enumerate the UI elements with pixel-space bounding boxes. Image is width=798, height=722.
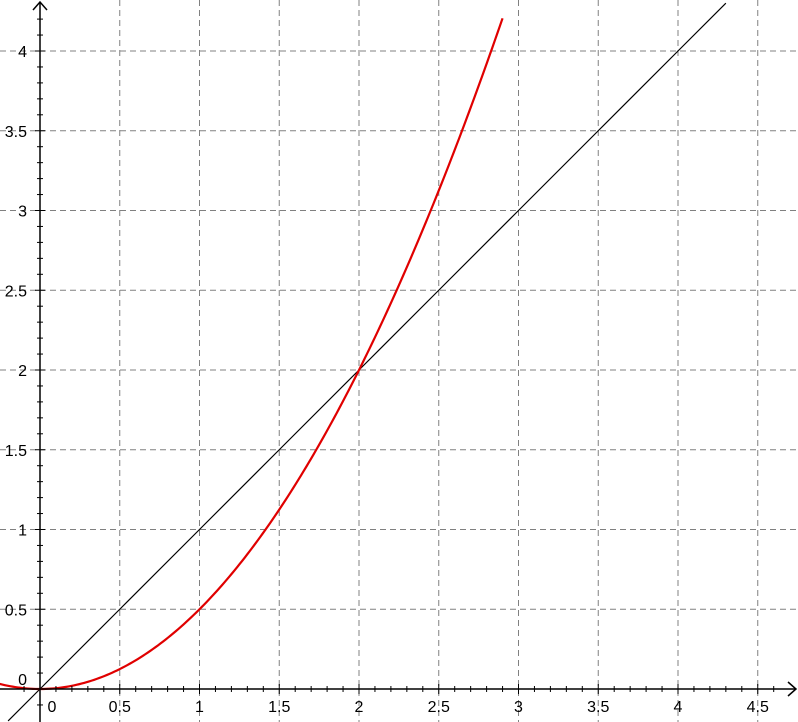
black-line-series [7, 2, 727, 722]
x-tick-label: 3 [514, 699, 523, 716]
y-tick-label: 1 [18, 523, 27, 540]
x-tick-label: 1 [195, 699, 204, 716]
x-tick-label: 2 [355, 699, 364, 716]
x-tick-label: 2.5 [428, 699, 450, 716]
y-axis-arrow-icon [32, 0, 48, 11]
series-layer [0, 2, 727, 722]
x-tick-label: 1.5 [268, 699, 290, 716]
red-curve-series [0, 17, 504, 691]
x-tick-label: 0.5 [109, 699, 131, 716]
y-tick-label: 0.5 [5, 602, 27, 619]
y-tick-label: 2 [18, 363, 27, 380]
x-tick-label: 3.5 [587, 699, 609, 716]
x-axis-arrow-icon [787, 681, 798, 697]
x-tick-label: 4 [674, 699, 683, 716]
ticks: 0.5 1 1.5 2 2.5 3 3.5 4 4.5 0.5 1 1.5 2 2.5 3 3.5 4 0 0 [5, 18, 775, 716]
y-tick-label: 1.5 [5, 443, 27, 460]
y-origin-label: 0 [18, 672, 27, 689]
y-tick-label: 4 [18, 44, 27, 61]
x-tick-label: 4.5 [747, 699, 769, 716]
y-tick-label: 2.5 [5, 283, 27, 300]
y-tick-label: 3.5 [5, 124, 27, 141]
y-tick-label: 3 [18, 204, 27, 221]
x-origin-label: 0 [48, 699, 57, 716]
